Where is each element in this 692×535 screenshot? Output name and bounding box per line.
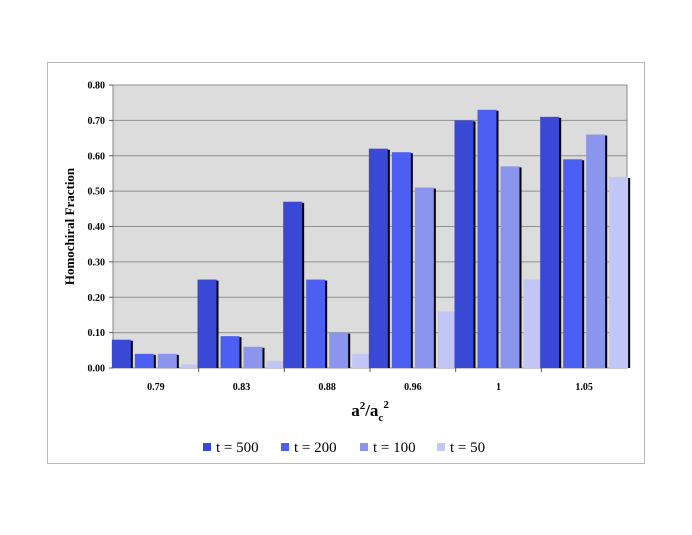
bar-body bbox=[283, 201, 303, 368]
bar-body bbox=[306, 279, 326, 368]
bar bbox=[243, 346, 265, 368]
bar bbox=[134, 353, 156, 368]
legend-label: t = 200 bbox=[294, 440, 337, 456]
legend-item: t = 500 bbox=[203, 440, 259, 456]
legend-label: t = 500 bbox=[216, 440, 259, 456]
bar-body bbox=[414, 187, 434, 368]
bar-body bbox=[609, 176, 629, 368]
bar-body bbox=[563, 159, 583, 368]
bar bbox=[266, 360, 288, 368]
bar bbox=[523, 279, 545, 368]
bar-body bbox=[437, 311, 457, 368]
bar-body bbox=[586, 134, 606, 368]
x-tick-label: 0.79 bbox=[147, 382, 165, 393]
x-axis-label: a2/ac2 bbox=[351, 399, 389, 424]
bar bbox=[352, 353, 374, 368]
bar bbox=[180, 364, 202, 368]
bar bbox=[368, 148, 390, 368]
y-tick-label: 0.30 bbox=[88, 257, 106, 268]
y-tick-label: 0.80 bbox=[88, 81, 106, 92]
x-axis-label-sup2: 2 bbox=[383, 399, 389, 411]
bar bbox=[586, 134, 608, 368]
x-axis-label-base: a bbox=[351, 401, 360, 420]
y-tick-label: 0.50 bbox=[88, 187, 106, 198]
bar-body bbox=[197, 279, 217, 368]
bar-body bbox=[111, 339, 131, 368]
x-tick-labels: 0.79 0.83 0.88 0.96 1 1.05 bbox=[147, 368, 593, 393]
bar bbox=[391, 152, 413, 368]
bar bbox=[500, 166, 522, 368]
bar-body bbox=[266, 360, 286, 368]
x-axis-label-sup1: 2 bbox=[360, 400, 366, 412]
bar-body bbox=[500, 166, 520, 368]
legend-label: t = 50 bbox=[450, 440, 485, 456]
bar-body bbox=[352, 353, 372, 368]
bar-body bbox=[180, 364, 200, 368]
bar bbox=[563, 159, 585, 368]
x-axis-label-sub: c bbox=[378, 412, 383, 424]
legend-item: t = 200 bbox=[281, 440, 337, 456]
y-tick-label: 0.40 bbox=[88, 222, 106, 233]
y-axis-label: Homochiral Fraction bbox=[62, 167, 77, 285]
y-tick-label: 0.10 bbox=[88, 328, 106, 339]
x-axis-label-slash: /a bbox=[364, 401, 379, 420]
bar bbox=[477, 109, 499, 368]
bar bbox=[220, 336, 242, 368]
bar-body bbox=[134, 353, 154, 368]
bar bbox=[329, 332, 351, 368]
x-tick-label: 1.05 bbox=[575, 382, 593, 393]
bar bbox=[111, 339, 133, 368]
y-tick-labels: 0.00 0.10 0.20 0.30 0.40 0.50 0.60 0.70 0.80 bbox=[88, 81, 106, 375]
y-tick-label: 0.70 bbox=[88, 116, 106, 127]
bar-body bbox=[540, 116, 560, 369]
legend-label: t = 100 bbox=[373, 440, 416, 456]
bars bbox=[111, 109, 631, 369]
bar-body bbox=[157, 353, 177, 368]
bar bbox=[609, 176, 631, 368]
x-tick-label: 1 bbox=[496, 382, 501, 393]
bar bbox=[197, 279, 219, 368]
bar-body bbox=[220, 336, 240, 368]
legend: t = 500 t = 200 t = 100 t = 50 bbox=[203, 440, 485, 456]
bar bbox=[306, 279, 328, 368]
bar bbox=[540, 116, 562, 369]
bar bbox=[414, 187, 436, 368]
y-tick-label: 0.00 bbox=[88, 364, 106, 375]
legend-swatch bbox=[281, 443, 289, 451]
x-tick-label: 0.88 bbox=[318, 382, 336, 393]
bar-body bbox=[477, 109, 497, 368]
x-tick-label: 0.96 bbox=[404, 382, 422, 393]
bar-body bbox=[243, 346, 263, 368]
x-tick-label: 0.83 bbox=[233, 382, 251, 393]
bar bbox=[157, 353, 179, 368]
legend-swatch bbox=[360, 443, 368, 451]
bar-body bbox=[523, 279, 543, 368]
bar bbox=[437, 311, 459, 368]
bar bbox=[454, 120, 476, 368]
y-tick-label: 0.60 bbox=[88, 151, 106, 162]
legend-swatch bbox=[437, 443, 445, 451]
bar-body bbox=[454, 120, 474, 368]
bar-body bbox=[329, 332, 349, 368]
bar-body bbox=[368, 148, 388, 368]
legend-item: t = 50 bbox=[437, 440, 485, 456]
legend-swatch bbox=[203, 443, 211, 451]
y-tick-label: 0.20 bbox=[88, 293, 106, 304]
legend-item: t = 100 bbox=[360, 440, 416, 456]
bar-body bbox=[391, 152, 411, 368]
bar bbox=[283, 201, 305, 368]
